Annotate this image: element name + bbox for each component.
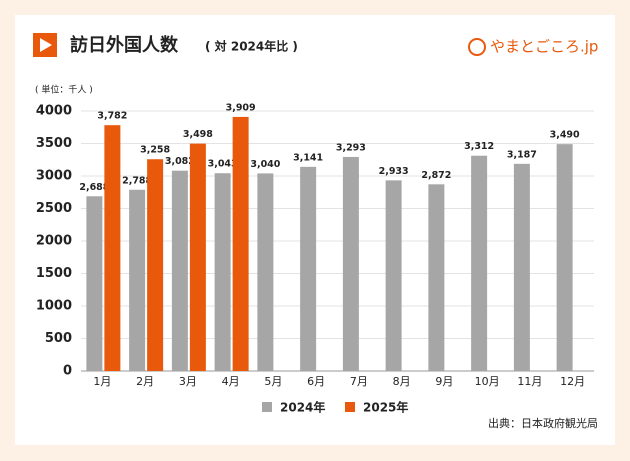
x-tick-label: 1月 [93, 375, 111, 388]
value-label: 3,909 [226, 102, 256, 113]
x-tick-label: 8月 [393, 375, 411, 388]
bar [556, 144, 573, 371]
x-tick-label: 9月 [435, 375, 453, 388]
x-tick-label: 10月 [475, 375, 500, 388]
y-tick-label: 0 [63, 364, 72, 379]
legend-swatch [262, 402, 272, 412]
value-label: 3,040 [250, 159, 280, 170]
bar [428, 184, 445, 371]
bar [232, 116, 249, 371]
x-tick-label: 7月 [350, 375, 368, 388]
value-label: 2,872 [421, 170, 451, 181]
value-label: 3,141 [293, 152, 323, 163]
bar [257, 173, 274, 371]
legend-label: 2025年 [363, 400, 408, 415]
y-tick-label: 3500 [36, 136, 72, 151]
value-label: 3,082 [165, 156, 195, 167]
value-label: 3,043 [208, 159, 238, 170]
legend-label: 2024年 [280, 400, 325, 415]
bar [104, 125, 121, 371]
y-tick-label: 1500 [36, 266, 72, 281]
source: 出典：日本政府観光局 [488, 416, 598, 430]
y-tick-label: 500 [45, 331, 72, 346]
y-tick-label: 2000 [36, 234, 72, 249]
bar [342, 156, 359, 371]
brand: やまとごころ.jp [490, 38, 598, 56]
value-label: 3,293 [336, 142, 366, 153]
bar [129, 189, 146, 371]
chart-title: 訪日外国人数 [70, 34, 179, 56]
bar [385, 180, 402, 371]
value-label: 2,933 [379, 166, 409, 177]
value-label: 3,258 [140, 145, 170, 156]
x-tick-label: 12月 [560, 375, 585, 388]
legend-swatch [345, 402, 355, 412]
bar [214, 173, 231, 371]
x-tick-label: 11月 [517, 375, 542, 388]
x-tick-label: 4月 [222, 375, 240, 388]
bar [513, 163, 530, 371]
x-tick-label: 6月 [307, 375, 325, 388]
value-label: 3,498 [183, 129, 213, 140]
bar [189, 143, 206, 371]
value-label: 3,312 [464, 141, 494, 152]
brand-logo [468, 38, 486, 56]
bar [147, 159, 164, 371]
value-label: 3,782 [97, 111, 127, 122]
bar [471, 155, 488, 371]
x-tick-label: 2月 [136, 375, 154, 388]
bar [300, 166, 317, 371]
x-tick-label: 3月 [179, 375, 197, 388]
value-label: 2,688 [79, 182, 109, 193]
bar [86, 196, 103, 371]
value-label: 3,490 [550, 130, 580, 141]
y-tick-label: 2500 [36, 201, 72, 216]
x-tick-label: 5月 [264, 375, 282, 388]
y-tick-label: 1000 [36, 299, 72, 314]
y-tick-label: 3000 [36, 169, 72, 184]
value-label: 3,187 [507, 149, 537, 160]
value-label: 2,788 [122, 175, 152, 186]
chart-subtitle: ( 対 2024年比 ) [205, 39, 298, 54]
y-tick-label: 4000 [36, 104, 72, 119]
title-icon-arrow [40, 38, 52, 52]
bar [171, 170, 188, 371]
unit-label: ( 単位：千人 ) [35, 84, 93, 96]
